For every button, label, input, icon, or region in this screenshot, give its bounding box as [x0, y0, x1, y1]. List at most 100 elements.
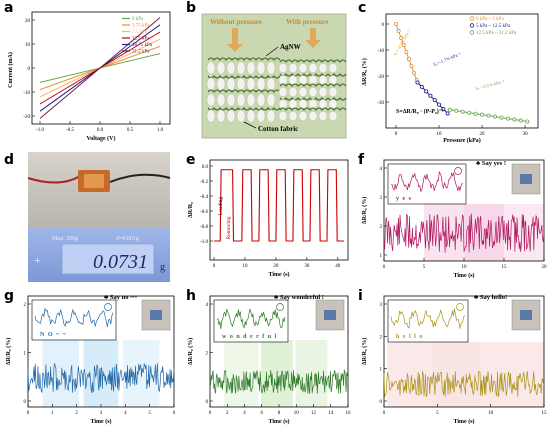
cotton-fiber [266, 61, 276, 75]
inset-line [391, 170, 464, 193]
series-line [214, 169, 344, 242]
y-tick-label: -20 [23, 115, 30, 120]
y-tick-label: 1 [24, 352, 27, 357]
fiber [207, 57, 281, 61]
inset-line [34, 307, 114, 327]
data-point [412, 71, 417, 76]
inset-frame [31, 299, 117, 341]
y-tick-label: -0.2 [200, 180, 208, 185]
x-tick-label: 40 [335, 264, 341, 269]
y-axis-label: ΔR/R₀ (%) [361, 197, 368, 224]
x-tick-label: 10 [242, 264, 248, 269]
y-axis-label: ΔR/R₀ (%) [361, 338, 368, 365]
speech-label: ♣ Say hello! [474, 294, 507, 301]
cotton-fiber [308, 99, 318, 109]
cotton-fiber [328, 99, 338, 109]
x-tick-label: 15 [502, 265, 508, 270]
x-tick-label: 4 [243, 411, 246, 416]
cotton-fiber [318, 99, 328, 109]
inset-word: N O ~ ~ [40, 332, 67, 338]
data-point [473, 111, 478, 116]
inset-frame [387, 163, 467, 205]
data-point [406, 57, 411, 62]
y-tick-label: 0 [380, 400, 383, 405]
cotton-fiber [278, 63, 288, 73]
cotton-fiber [328, 75, 338, 85]
panel-label: h [186, 288, 196, 304]
slope-label: S₃=-0.5%·kPa⁻¹ [475, 79, 505, 91]
cotton-fiber [298, 87, 308, 97]
highlight-band [387, 342, 432, 407]
panel-i: i h e l l o ♣ Say hello! 0 5 10 15 3 2 1 0 ΔR/R₀ (… [356, 286, 550, 429]
cotton-fiber [236, 93, 246, 107]
throat-photo [141, 299, 171, 331]
without-pressure-label: Without pressure [210, 18, 262, 26]
x-tick-label: 0.0 [97, 128, 104, 133]
x-tick-label: 8 [278, 411, 281, 416]
inset-word: h e l l o [396, 334, 423, 340]
fiber [279, 107, 347, 111]
x-tick-label: -0.5 [66, 128, 74, 133]
cotton-fiber [298, 99, 308, 109]
x-axis-label: Time (s) [453, 418, 474, 425]
x-tick-label: 12 [311, 411, 317, 416]
cotton-fiber [288, 63, 298, 73]
agnw-label: AgNW [280, 43, 301, 51]
x-tick-label: 16 [346, 411, 352, 416]
cotton-fiber [246, 77, 256, 91]
data-point [409, 64, 414, 69]
series-line [383, 213, 545, 253]
legend-label: 3.75 kPa [132, 24, 150, 29]
x-tick-label: 30 [523, 132, 529, 137]
photo-scale: Max: 200g d=0.001g + 0.0731 g [27, 152, 171, 282]
panel-label: f [358, 152, 365, 168]
x-tick-label: 6 [261, 411, 264, 416]
speech-chart-wonderful: w o n d e r f u l ♣ Say wonderful ! 0 2 4 6 8 1… [187, 294, 352, 425]
panel-label: c [358, 0, 367, 16]
cotton-fiber [206, 109, 216, 123]
cotton-fiber [216, 93, 226, 107]
y-tick-label: 0 [382, 23, 385, 28]
cotton-fiber [328, 63, 338, 73]
y-tick-label: 0 [24, 400, 27, 405]
x-tick-label: 0 [209, 411, 212, 416]
emoji-icon [276, 303, 284, 311]
inset-word: y e s [396, 196, 412, 202]
cotton-fiber [288, 111, 298, 121]
x-axis-label: Time (s) [90, 418, 111, 425]
cotton-fiber [216, 77, 226, 91]
y-tick-label: 2 [380, 225, 383, 230]
y-axis-label: ΔR/R₀ (%) [5, 338, 12, 365]
x-tick-label: 0 [27, 411, 30, 416]
cotton-fiber [298, 75, 308, 85]
legend-marker [469, 16, 475, 21]
data-point [401, 43, 406, 48]
cotton-fiber [266, 93, 276, 107]
removing-annotation: Removing [226, 216, 232, 239]
cotton-fiber [226, 109, 236, 123]
scale-unit: g [160, 262, 165, 273]
series-line [39, 17, 161, 119]
y-tick-label: -0.4 [200, 195, 208, 200]
panel-d: d Max: 200g d=0.001g + 0.0731 g [0, 148, 180, 283]
speech-chart-no: N O ~ ~ ♣ Say no ~~ 0 1 2 3 4 5 6 2 1 0 ΔR/R₀ (%) Tim… [5, 294, 176, 425]
data-point [415, 80, 420, 85]
cotton-fiber [246, 93, 256, 107]
panel-a: a 0 kPa 3.75 kPa 7.5 kPa 12.5 kPa 18.75 kPa 3… [0, 0, 180, 145]
legend-label: 12.5 kPa [132, 37, 150, 42]
cotton-fiber [298, 63, 308, 73]
panel-e: e 0 10 20 30 40 0.0 -0.2 -0.4 -0.6 -0.8 -1.0 Loadi… [182, 148, 354, 283]
y-tick-label: 20 [25, 19, 31, 24]
x-tick-label: 20 [480, 132, 486, 137]
highlight-band [432, 342, 480, 407]
y-axis-label: ΔR/R₀ [188, 202, 194, 218]
x-tick-label: 10 [294, 411, 300, 416]
cotton-fiber [318, 111, 328, 121]
legend-label: 0 kPa ~ 5 kPa [476, 17, 504, 22]
cotton-fiber [246, 61, 256, 75]
schematic: Without pressure With pressure AgNW Cott… [201, 13, 347, 139]
cotton-fiber [236, 77, 246, 91]
y-tick-label: 2 [380, 335, 383, 340]
formula: S=ΔR/R₀ · (P-P₀)⁻¹ [396, 108, 444, 115]
inset-word: w o n d e r f u l [222, 334, 277, 340]
